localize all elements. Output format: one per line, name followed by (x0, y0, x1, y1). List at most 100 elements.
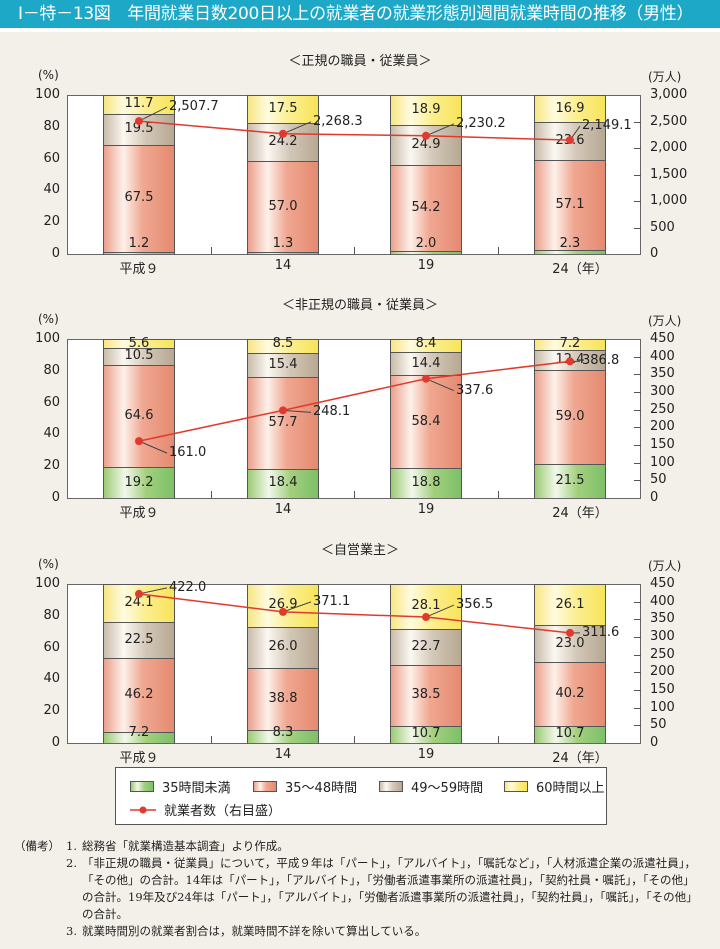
y-tick-right: 250 (650, 646, 675, 662)
segment-value-label: 19.5 (124, 121, 154, 137)
segment-value-label: 24.1 (124, 595, 154, 611)
bar-segment-49-59 (104, 622, 174, 659)
right-tick-mark (634, 409, 641, 411)
bar-segment-under35 (535, 725, 605, 743)
right-tick-mark (634, 707, 641, 709)
bar-segment-60plus (535, 95, 605, 123)
y-tick-right: 300 (650, 629, 675, 644)
x-tick-mark (354, 247, 355, 254)
legend-item-35-48: 35～48時間 (253, 777, 357, 796)
y-tick-left: 80 (43, 118, 60, 134)
segment-value-label: 10.7 (555, 726, 585, 742)
bar-segment-60plus (248, 95, 318, 123)
legend-item-workers-line: 就業者数（右目盛） (130, 800, 281, 819)
y-tick-right: 150 (650, 437, 675, 452)
segment-value-label: 26.9 (268, 597, 298, 613)
legend-item-under35: 35時間未満 (130, 777, 231, 796)
y-tick-left: 40 (43, 671, 60, 687)
note-text: 「非正規の職員・従業員」について，平成９年は「パート」，「アルバイト」，「嘱託な… (82, 856, 698, 921)
x-tick-mark (211, 247, 212, 254)
y-tick-right: 150 (650, 682, 675, 697)
right-tick-mark (634, 445, 641, 446)
legend-item-60plus: 60時間以上 (504, 777, 605, 796)
right-tick-mark (634, 480, 641, 482)
bar-segment-under35 (248, 251, 318, 254)
note-number: 1. (66, 839, 77, 853)
line-point (422, 374, 430, 383)
segment-value-label: 64.6 (124, 408, 154, 424)
y-tick-right: 50 (650, 717, 667, 733)
segment-value-label: 18.4 (268, 475, 298, 491)
line-value-label: 161.0 (169, 445, 207, 461)
line-point (135, 117, 143, 126)
line-value-label: 337.6 (456, 382, 494, 398)
y-tick-right: 1,500 (650, 166, 688, 182)
note-text: 就業時間別の就業者割合は，就業時間不詳を除いて算出している。 (82, 924, 427, 938)
right-tick-mark (634, 427, 641, 429)
segment-value-label: 38.8 (268, 690, 298, 706)
stacked-bar (103, 339, 175, 499)
right-tick-mark (634, 174, 641, 176)
y-tick-right: 500 (650, 219, 675, 235)
line-value-label: 2,507.7 (169, 99, 219, 115)
segment-value-label: 7.2 (559, 336, 581, 351)
segment-value-label: 2.3 (559, 236, 581, 251)
line-point (422, 613, 430, 622)
y-tick-right: 450 (650, 331, 675, 346)
stacked-bar (390, 584, 462, 744)
note-text: 総務省「就業構造基本調査」より作成。 (82, 839, 289, 853)
y-tick-left: 100 (35, 87, 60, 102)
right-tick-mark (634, 672, 641, 674)
line-point (566, 136, 574, 145)
right-tick-mark (634, 201, 641, 202)
x-category-label: 19 (417, 502, 435, 517)
y-axis-unit-right: (万人) (648, 314, 682, 328)
y-tick-right: 450 (650, 576, 675, 591)
line-value-label: 356.5 (456, 597, 494, 613)
line-value-label: 371.1 (313, 593, 351, 609)
bar-segment-under35 (535, 250, 605, 254)
segment-value-label: 46.2 (124, 686, 154, 702)
y-tick-right: 0 (650, 246, 659, 261)
segment-value-label: 8.4 (415, 336, 437, 351)
right-tick-mark (634, 121, 641, 123)
segment-value-label: 59.0 (555, 408, 585, 424)
segment-value-label: 24.9 (411, 136, 441, 152)
x-tick-mark (498, 736, 499, 743)
bar-segment-35-48 (535, 159, 605, 251)
bar-segment-35-48 (391, 664, 461, 726)
stacked-bar (247, 339, 319, 499)
x-category-label: 平成９ (119, 262, 159, 277)
segment-value-label: 21.5 (555, 472, 585, 488)
segment-value-label: 15.4 (268, 356, 298, 372)
legend-label: 60時間以上 (536, 781, 605, 796)
y-tick-right: 100 (650, 699, 675, 715)
segment-value-label: 10.7 (411, 726, 441, 742)
segment-value-label: 67.5 (124, 190, 154, 206)
right-tick-mark (634, 619, 641, 621)
x-tick-mark (354, 736, 355, 743)
segment-value-label: 22.5 (124, 632, 154, 648)
segment-value-label: 28.1 (411, 598, 441, 614)
bar-segment-49-59 (391, 125, 461, 165)
y-tick-left: 40 (43, 426, 60, 442)
segment-value-label: 18.8 (411, 475, 441, 491)
bar-segment-60plus (391, 95, 461, 126)
notes-prefix: （備考） (14, 839, 60, 853)
line-point (279, 607, 287, 616)
legend-swatch-red (253, 781, 277, 792)
figure-title-bar: Ⅰ－特－13図 年間就業日数200日以上の就業者の就業形態別週間就業時間の推移（… (0, 0, 720, 28)
bar-segment-35-48 (248, 668, 318, 730)
bar-segment-35-48 (391, 375, 461, 469)
x-category-label: 24（年） (552, 751, 608, 766)
legend-label: 就業者数（右目盛） (164, 804, 282, 819)
line-point (566, 628, 574, 637)
stacked-bar (247, 95, 319, 255)
divider (0, 28, 720, 32)
segment-value-label: 57.7 (268, 414, 298, 430)
bar-segment-35-48 (104, 658, 174, 732)
y-axis-unit-right: (万人) (648, 70, 682, 84)
segment-value-label: 19.2 (124, 474, 154, 490)
legend-label: 35時間未満 (162, 781, 231, 796)
segment-value-label: 23.0 (555, 635, 585, 651)
